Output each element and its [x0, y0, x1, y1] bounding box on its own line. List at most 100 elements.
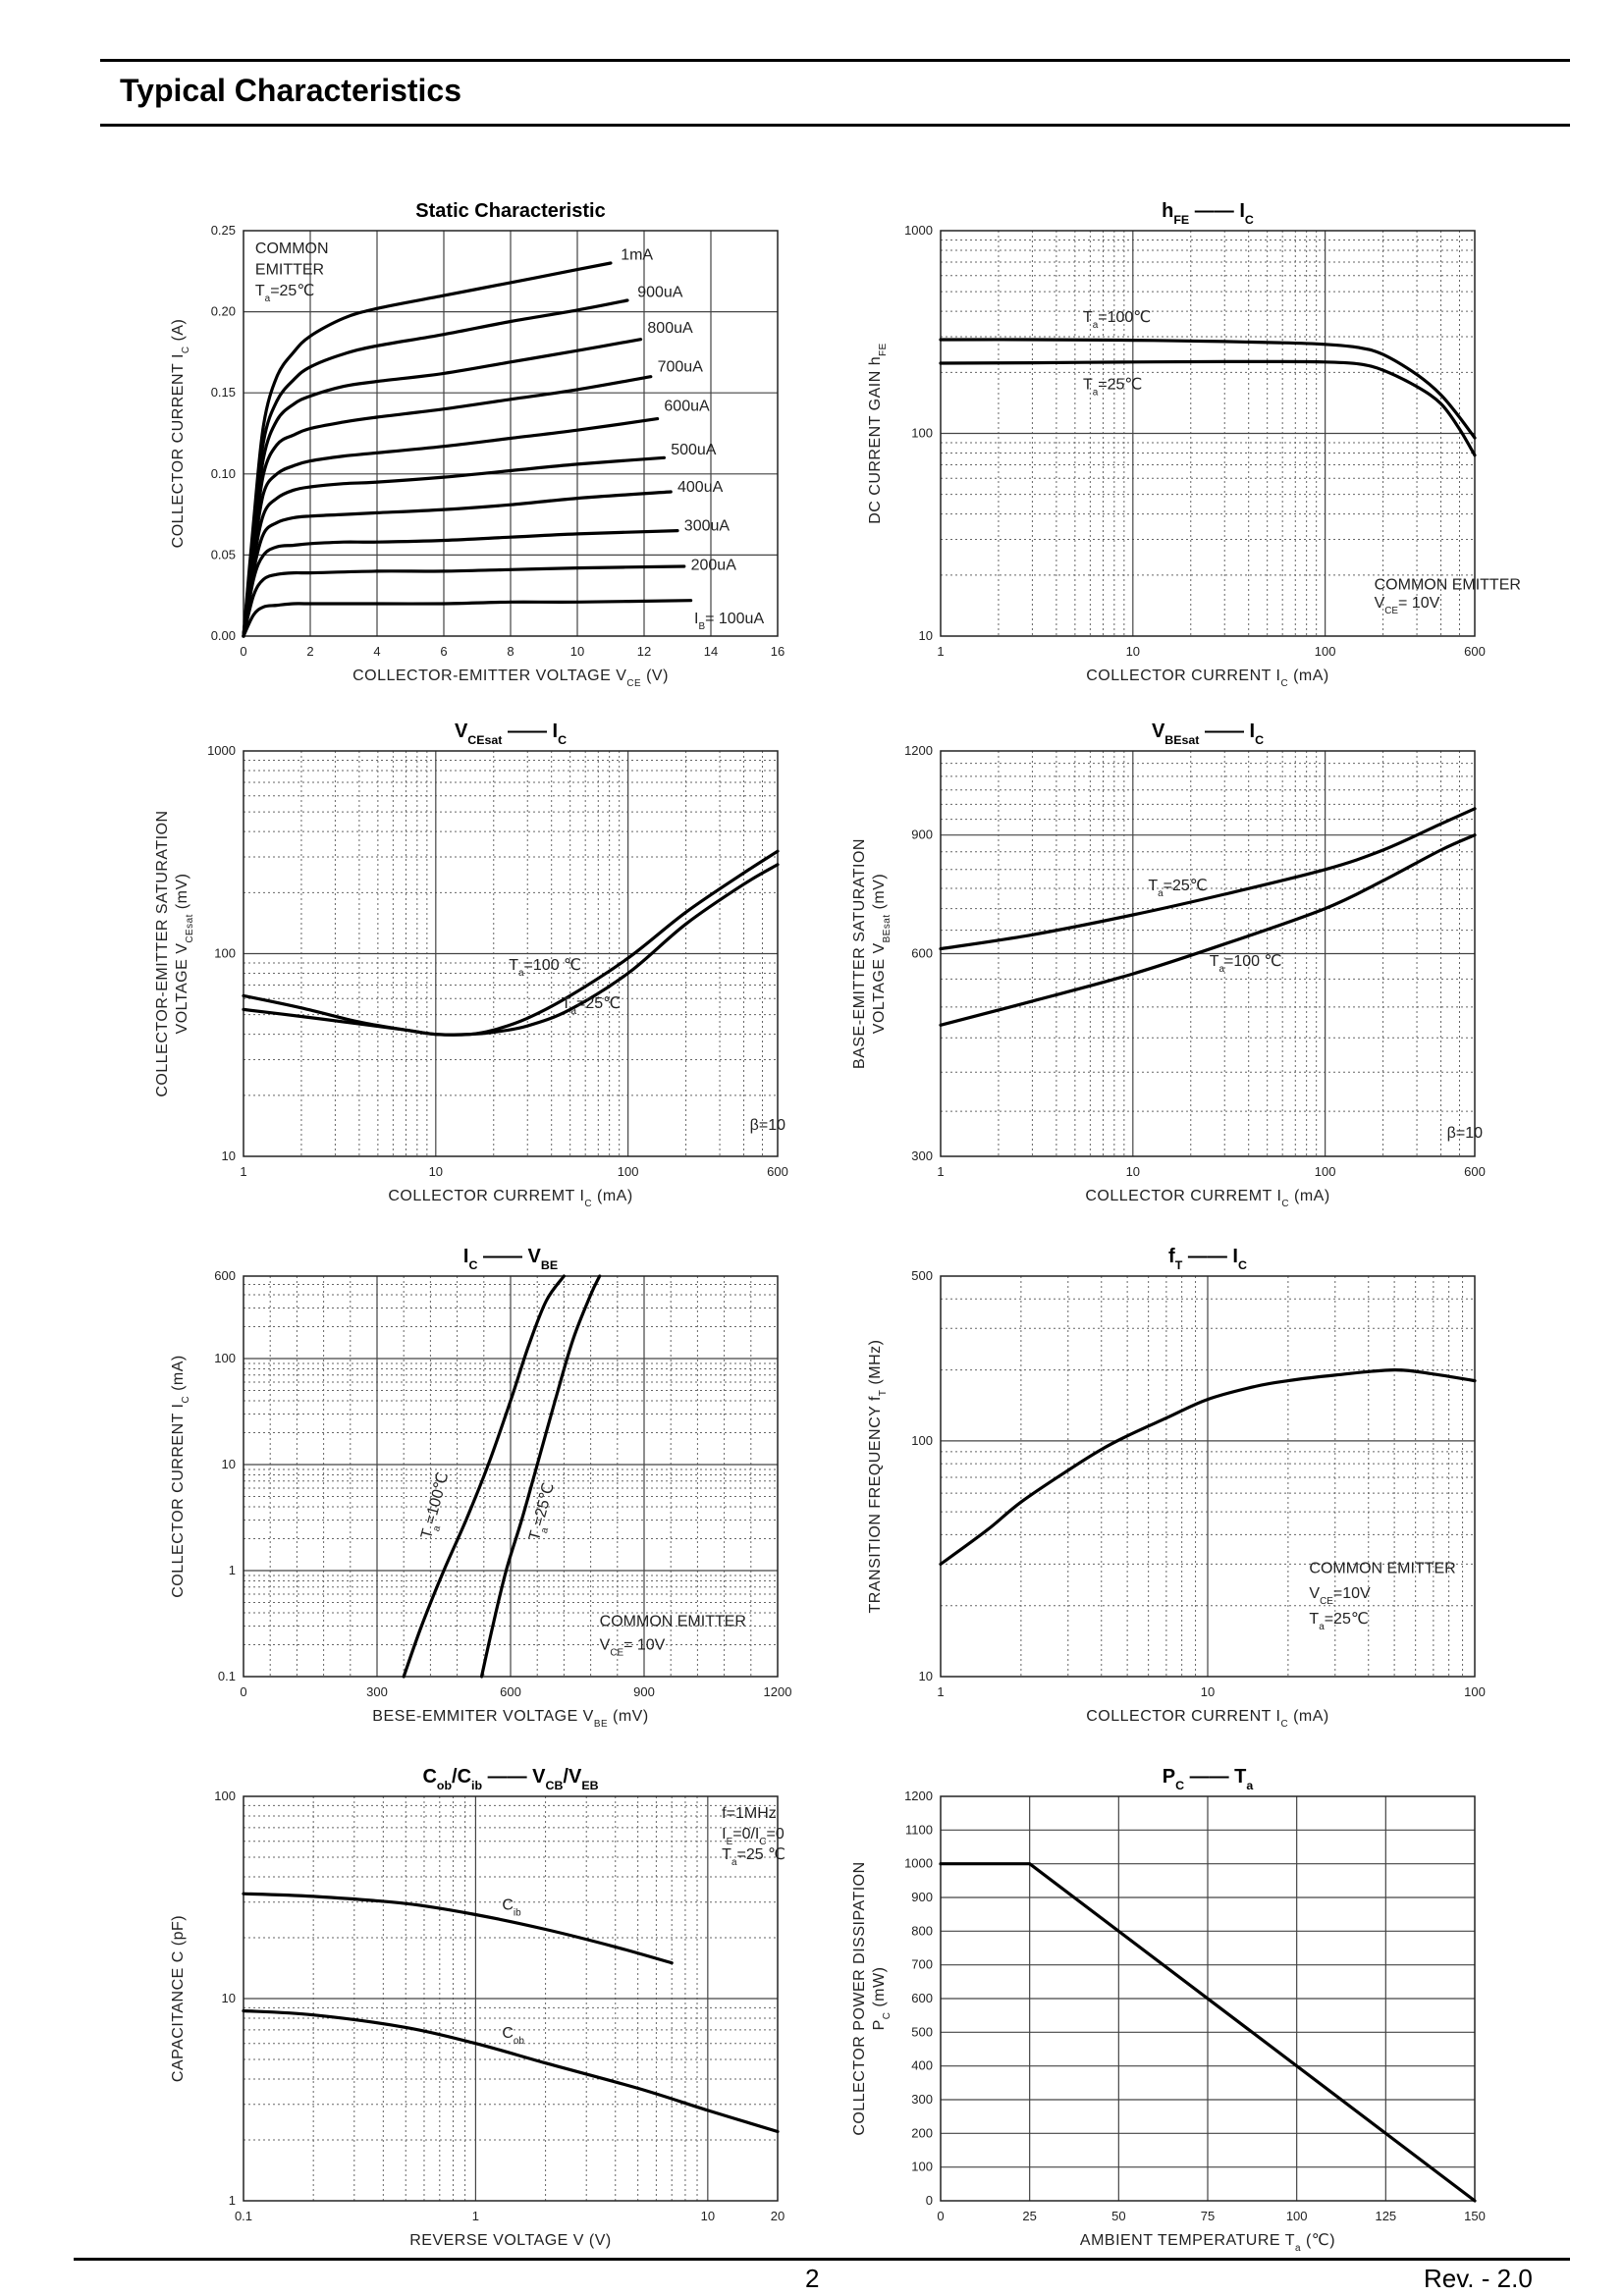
y-axis-label: COLLECTOR-EMITTER SATURATION	[154, 810, 171, 1096]
x-tick-label: 100	[1286, 2209, 1308, 2223]
x-tick-label: 20	[771, 2209, 785, 2223]
y-tick-label: 10	[919, 1669, 933, 1683]
chart-title-part: I	[1239, 200, 1245, 222]
annotation-text: VCE=10V	[1309, 1585, 1371, 1607]
chart-title-part: EB	[581, 1779, 598, 1792]
chart-title: VBEsat —— IC	[1152, 721, 1264, 747]
series-label-part: =25℃	[576, 995, 621, 1012]
x-axis-label-part: COLLECTOR CURRENT I	[1086, 667, 1280, 684]
chart-title-part: Static Characteristic	[415, 200, 605, 222]
series-label-part: 200uA	[691, 557, 737, 573]
series-label-part: T	[509, 957, 518, 974]
x-tick-label: 150	[1464, 2209, 1486, 2223]
y-tick-label: 500	[911, 1268, 933, 1283]
x-axis-label: COLLECTOR CURREMT IC (mA)	[1085, 1188, 1329, 1209]
annotation-text: Ta=25 ℃	[722, 1846, 785, 1868]
y-axis-label-group: TRANSITION FREQUENCY fT (MHz)	[867, 1340, 889, 1614]
y-tick-label: 600	[214, 1268, 236, 1283]
series-label: Cob	[502, 2025, 524, 2047]
y-axis-label-part: FE	[878, 343, 889, 356]
x-tick-label: 10	[1126, 1164, 1140, 1179]
series-label-part: a	[1219, 964, 1225, 975]
plot-frame	[243, 230, 779, 637]
x-tick-label: 14	[704, 644, 718, 659]
x-tick-label: 1	[937, 1164, 944, 1179]
y-tick-label: 10	[222, 1457, 236, 1471]
x-axis-label-part: CE	[626, 678, 641, 689]
series-label-part: =100 ℃	[524, 957, 581, 974]
y-axis-label-2-part: VOLTAGE V	[871, 942, 888, 1034]
series-label-part: T	[1210, 953, 1219, 970]
y-axis-label-part: COLLECTOR CURRENT I	[170, 353, 187, 548]
x-axis-label-part: COLLECTOR-EMITTER VOLTAGE V	[352, 667, 626, 684]
annotation-text-part: = 10V	[1398, 595, 1440, 612]
y-tick-label: 1	[229, 1563, 236, 1577]
page-title: Typical Characteristics	[120, 73, 462, 108]
chart-title-part: C	[1238, 1258, 1247, 1272]
series-label-part: 300uA	[684, 518, 731, 535]
y-axis-label-group: COLLECTOR CURRENT IC (A)	[170, 319, 191, 549]
annotation-text-part: = 10V	[623, 1636, 666, 1653]
chart-title-part: V	[528, 1246, 542, 1267]
y-tick-label: 1200	[904, 1789, 933, 1803]
annotation-text-part: V	[1375, 595, 1385, 612]
y-tick-label: 1000	[207, 743, 236, 758]
x-axis-label: COLLECTOR CURRENT IC (mA)	[1086, 1708, 1329, 1730]
y-axis-label-part: (MHz)	[867, 1340, 884, 1390]
x-axis-label: COLLECTOR-EMITTER VOLTAGE VCE (V)	[352, 667, 669, 689]
series-label: 1mA	[621, 247, 653, 264]
y-tick-label: 800	[911, 1923, 933, 1938]
y-tick-label: 0.05	[211, 547, 236, 561]
series-label-part: T	[1148, 878, 1158, 894]
y-axis-label-2: VOLTAGE VCEsat (mV)	[174, 874, 195, 1035]
x-tick-label: 900	[633, 1684, 655, 1699]
x-axis-label-part: COLLECTOR CURREMT I	[1085, 1188, 1281, 1204]
chart-title-part: /C	[452, 1766, 471, 1788]
x-tick-label: 6	[440, 644, 447, 659]
y-axis-label-2: PC (mW)	[871, 1967, 893, 2031]
series-label: 200uA	[691, 557, 737, 573]
annotation-text: VCE= 10V	[1375, 595, 1440, 616]
chart-title: IC —— VBE	[463, 1246, 558, 1272]
y-tick-label: 0	[926, 2193, 933, 2208]
chart-title-part: /V	[563, 1766, 582, 1788]
y-tick-label: 100	[911, 2160, 933, 2174]
y-axis-label-part: CAPACITANCE C (pF)	[170, 1915, 187, 2082]
series-label-part: T	[1083, 377, 1093, 394]
y-axis-label-group: COLLECTOR POWER DISSIPATION	[851, 1861, 868, 2135]
chart-title-part: ——	[502, 721, 552, 742]
y-axis-label-2-part: VOLTAGE V	[174, 943, 190, 1035]
chart-title-part: CB	[546, 1779, 564, 1792]
series-label-part: ob	[514, 2035, 525, 2046]
x-tick-label: 300	[366, 1684, 388, 1699]
y-axis-label-part: TRANSITION FREQUENCY f	[867, 1396, 884, 1613]
annotation-text-part: =25℃	[1325, 1611, 1369, 1628]
x-tick-label: 10	[1126, 644, 1140, 659]
series-line-Cob	[242, 2008, 780, 2134]
series-label: 800uA	[647, 320, 693, 337]
x-tick-label: 1200	[764, 1684, 792, 1699]
series-label-part: 700uA	[658, 359, 704, 376]
annotation-text: Ta=25℃	[255, 283, 314, 304]
x-tick-label: 10	[701, 2209, 715, 2223]
y-axis-label-2-part: BEsat	[882, 914, 893, 942]
series-line-Ta=25℃	[479, 1274, 602, 1679]
x-tick-label: 8	[507, 644, 514, 659]
series-line-700uA	[242, 375, 653, 638]
x-tick-label: 100	[1464, 1684, 1486, 1699]
x-axis-label-part: (mA)	[1289, 1188, 1330, 1204]
series-label: Ta=25℃	[1148, 878, 1207, 899]
x-axis-label-part: AMBIENT TEMPERATURE T	[1080, 2232, 1295, 2249]
chart-title-part: BE	[541, 1258, 558, 1272]
series-label: 700uA	[658, 359, 704, 376]
y-tick-label: 1200	[904, 743, 933, 758]
y-tick-label: 300	[911, 1148, 933, 1163]
series-label-part: =100℃	[422, 1470, 452, 1526]
y-tick-label: 1000	[904, 223, 933, 238]
series-label-part: =25℃	[1098, 377, 1142, 394]
series-label: Cib	[502, 1896, 521, 1918]
x-tick-label: 10	[429, 1164, 443, 1179]
series-line-Ta=25℃	[939, 807, 1477, 951]
chart-title-part: h	[1162, 200, 1173, 222]
